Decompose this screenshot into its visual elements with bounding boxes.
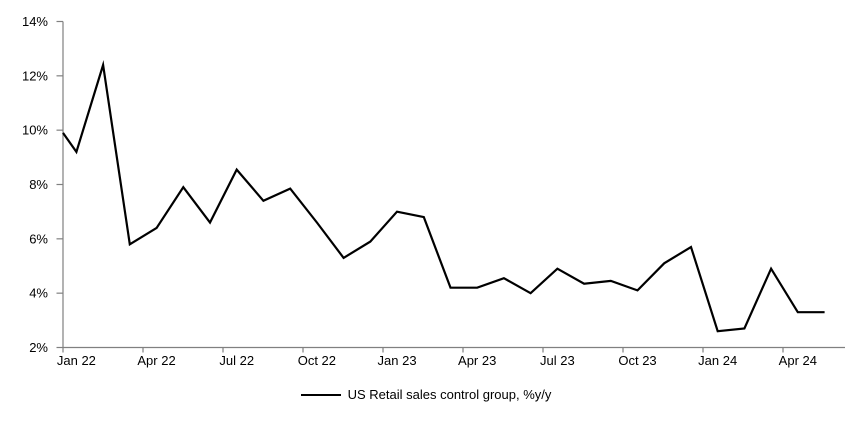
- chart-axes: [56, 20, 845, 353]
- y-axis-labels: 14% 12% 10% 8% 6% 4% 2%: [22, 14, 48, 355]
- x-tick-label: Apr 22: [137, 353, 175, 368]
- y-tick-label: 10%: [22, 123, 48, 138]
- x-tick-label: Apr 23: [458, 353, 496, 368]
- y-tick-label: 6%: [29, 231, 48, 246]
- x-tick-label: Oct 23: [618, 353, 656, 368]
- x-tick-label: Jul 22: [219, 353, 254, 368]
- y-tick-label: 4%: [29, 286, 48, 301]
- legend-line-swatch: [300, 393, 341, 396]
- y-tick-label: 12%: [22, 68, 48, 83]
- x-tick-label: Jan 24: [698, 353, 737, 368]
- y-tick-label: 2%: [29, 340, 48, 355]
- x-tick-label: Jan 23: [378, 353, 417, 368]
- y-tick-label: 14%: [22, 14, 48, 29]
- legend: US Retail sales control group, %y/y: [0, 387, 852, 402]
- x-tick-label: Jan 22: [57, 353, 96, 368]
- data-line-retail-sales: [62, 60, 825, 333]
- legend-label: US Retail sales control group, %y/y: [347, 387, 552, 402]
- y-tick-label: 8%: [29, 177, 48, 192]
- x-tick-label: Apr 24: [779, 353, 817, 368]
- x-axis-labels: Jan 22 Apr 22 Jul 22 Oct 22 Jan 23 Apr 23 Jul …: [57, 353, 817, 368]
- x-tick-label: Jul 23: [540, 353, 575, 368]
- x-tick-label: Oct 22: [298, 353, 336, 368]
